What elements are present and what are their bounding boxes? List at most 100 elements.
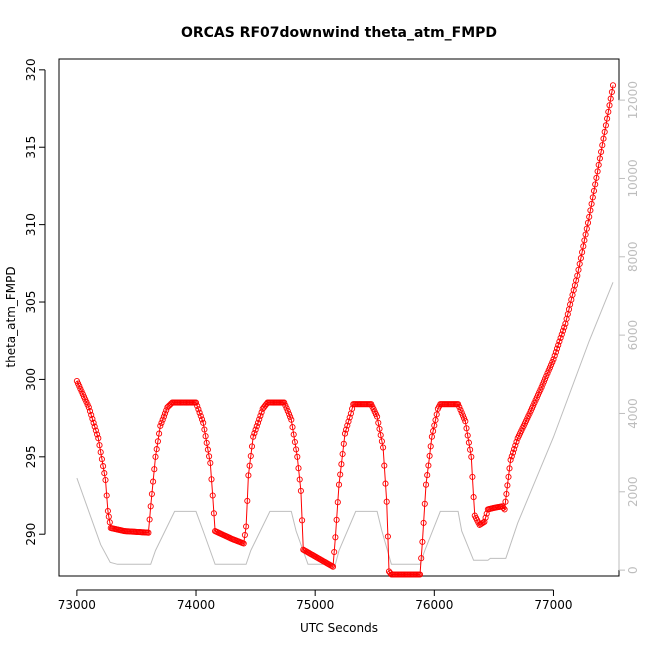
- data-point: [346, 414, 353, 421]
- data-point: [328, 562, 335, 570]
- data-point: [329, 563, 337, 570]
- data-point: [197, 412, 204, 420]
- data-point: [250, 433, 257, 440]
- x-tick-label: 75000: [296, 598, 334, 612]
- data-point: [341, 430, 349, 437]
- data-point: [245, 472, 252, 479]
- data-point: [509, 449, 517, 456]
- data-point: [422, 481, 430, 488]
- data-point: [505, 473, 512, 480]
- x-tick-label: 76000: [415, 598, 453, 612]
- data-point: [192, 399, 200, 406]
- x-tick-label: 74000: [177, 598, 215, 612]
- data-point: [256, 416, 263, 423]
- data-point: [154, 438, 161, 445]
- data-point: [156, 430, 163, 437]
- data-point: [258, 409, 265, 416]
- theta-series: [73, 82, 617, 578]
- y2-tick-label: 6000: [626, 320, 640, 351]
- data-point: [502, 498, 509, 505]
- data-point: [470, 494, 477, 501]
- data-point: [244, 497, 251, 504]
- data-point: [293, 446, 300, 453]
- data-point: [508, 453, 515, 460]
- data-point: [98, 456, 105, 463]
- data-point: [480, 519, 487, 526]
- y2-tick-label: 8000: [626, 242, 640, 273]
- data-point: [580, 243, 587, 250]
- data-point: [576, 260, 583, 267]
- data-point: [504, 482, 511, 489]
- data-point: [559, 327, 567, 334]
- data-point: [427, 443, 434, 450]
- data-point: [456, 403, 463, 411]
- data-point: [513, 438, 520, 445]
- data-point: [581, 237, 588, 244]
- data-point: [555, 342, 562, 349]
- data-point: [210, 510, 217, 517]
- data-point: [540, 378, 547, 385]
- data-point: [94, 431, 101, 438]
- axes: 73000 74000 75000 76000 77000 290 295 300 305 310…: [24, 58, 640, 612]
- data-point: [378, 438, 385, 445]
- data-point: [507, 456, 514, 463]
- data-point: [588, 200, 595, 207]
- y2-tick-label: 10000: [626, 159, 640, 197]
- data-point: [146, 516, 153, 523]
- data-point: [334, 499, 341, 506]
- data-point: [297, 487, 304, 494]
- data-point: [153, 446, 160, 453]
- data-point: [430, 428, 437, 435]
- data-point: [104, 507, 111, 515]
- data-point: [251, 430, 258, 437]
- data-point: [418, 555, 425, 562]
- data-point: [95, 435, 102, 442]
- data-point: [602, 122, 609, 129]
- data-point: [421, 500, 428, 507]
- data-point: [469, 473, 476, 480]
- data-point: [343, 426, 350, 433]
- data-point: [294, 453, 301, 460]
- data-point: [544, 370, 551, 377]
- data-point: [574, 272, 581, 279]
- data-point: [543, 372, 550, 380]
- data-point: [548, 361, 555, 368]
- data-point: [198, 416, 206, 423]
- data-point: [462, 418, 469, 425]
- data-point: [465, 439, 472, 446]
- x-axis-label: UTC Seconds: [300, 621, 378, 635]
- data-point: [105, 513, 112, 520]
- data-point: [254, 419, 262, 426]
- data-point: [382, 480, 389, 487]
- data-point: [285, 410, 293, 418]
- data-point: [432, 416, 439, 424]
- y-axis-label: theta_atm_FMPD: [4, 266, 18, 367]
- data-point: [550, 356, 557, 363]
- data-point: [601, 128, 608, 135]
- altitude-line: [76, 282, 614, 565]
- data-point: [590, 187, 598, 194]
- data-point: [246, 462, 253, 469]
- y2-tick-label: 12000: [626, 81, 640, 119]
- data-point: [431, 422, 438, 429]
- data-point: [511, 446, 518, 453]
- data-point: [76, 383, 83, 390]
- y-tick-label: 310: [24, 213, 38, 236]
- data-point: [586, 213, 593, 220]
- data-point: [375, 419, 382, 426]
- data-point: [295, 465, 302, 472]
- data-point: [253, 423, 260, 430]
- data-point: [464, 432, 471, 439]
- data-point: [483, 510, 490, 517]
- data-point: [463, 425, 470, 432]
- data-point: [203, 439, 210, 446]
- data-point: [287, 413, 294, 420]
- data-point: [284, 408, 291, 415]
- y-tick-label: 315: [24, 136, 38, 159]
- data-point: [512, 442, 519, 449]
- data-point: [575, 266, 582, 273]
- data-point: [383, 498, 390, 505]
- data-point: [377, 432, 384, 439]
- data-point: [283, 405, 290, 412]
